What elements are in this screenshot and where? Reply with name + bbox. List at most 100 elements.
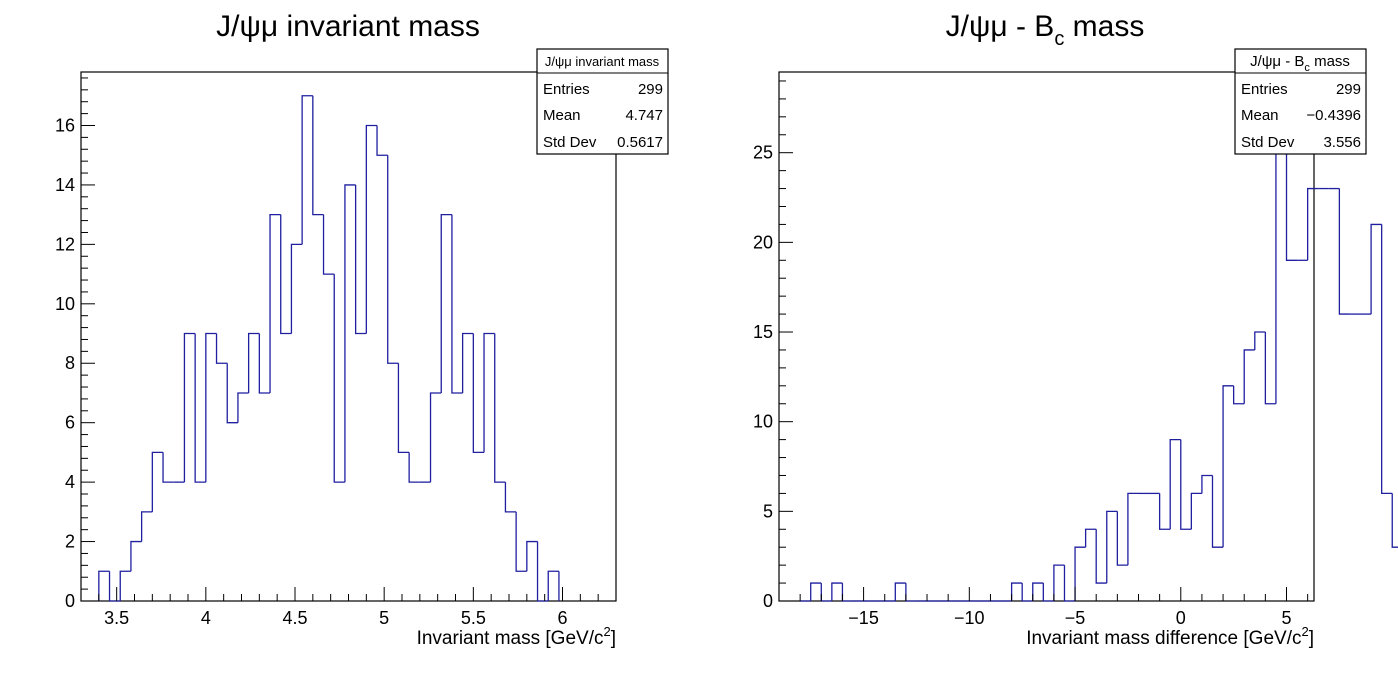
histogram-bin — [1391, 493, 1398, 548]
stats-stddev-label: Std Dev — [1241, 134, 1295, 151]
histogram-bin — [1095, 529, 1107, 584]
y-tick-label: 20 — [753, 232, 773, 252]
histogram-bin — [333, 274, 345, 483]
histogram-bin — [280, 214, 292, 335]
x-tick-label: 5 — [379, 608, 389, 628]
histogram-bin — [1053, 564, 1065, 601]
histogram-bin — [1106, 510, 1118, 584]
stats-stddev-value: 3.556 — [1323, 134, 1361, 151]
histogram-bin — [376, 125, 388, 156]
mass-difference-panel: J/ψμ - Bc mass −15 −10 −5 0 5 0 5 10 15 20 25 Inva… — [753, 10, 1398, 649]
chart-title: J/ψμ - Bc mass — [946, 10, 1145, 50]
x-tick-label: 0 — [1176, 608, 1186, 628]
histogram-bin — [290, 243, 303, 334]
histogram-bin — [151, 451, 164, 512]
histogram-bin — [130, 540, 142, 572]
histogram-bin — [354, 184, 367, 335]
y-tick-label: 25 — [753, 143, 773, 163]
invariant-mass-panel: J/ψμ invariant mass 3.5 4 4.5 5 5.5 6 0 2 4 6 8 10 1… — [55, 10, 669, 649]
stats-entries-label: Entries — [1241, 81, 1288, 98]
histogram-bin — [820, 583, 832, 602]
histogram-bin — [194, 333, 206, 483]
histogram-bin — [429, 392, 442, 483]
histogram-bin — [205, 332, 217, 483]
histogram-bin — [269, 214, 281, 393]
stats-box-frame — [536, 48, 669, 155]
histogram-bin — [483, 332, 495, 453]
histogram-bins — [800, 98, 1398, 602]
histogram-bin — [1180, 439, 1192, 530]
axis-ticks: 3.5 4 4.5 5 5.5 6 0 2 4 6 8 10 12 14 16 — [55, 77, 617, 628]
y-tick-label: 10 — [55, 294, 75, 314]
x-axis-label: Invariant mass difference [GeV/c2] — [1026, 624, 1314, 649]
histogram-bin — [536, 541, 549, 602]
stats-mean-value: −0.4396 — [1306, 107, 1361, 124]
histogram-bin — [1021, 583, 1033, 602]
y-tick-label: 2 — [65, 532, 75, 552]
y-tick-label: 0 — [763, 591, 773, 611]
histogram-bin — [1243, 349, 1255, 404]
stats-mean-label: Mean — [1241, 107, 1279, 124]
y-tick-label: 0 — [65, 591, 75, 611]
histogram-bin — [905, 583, 917, 602]
stats-box: J/ψμ invariant mass Entries 299 Mean 4.7… — [536, 48, 669, 155]
plot-frame — [80, 71, 617, 602]
histogram-bin — [98, 570, 110, 601]
histogram-bin — [461, 332, 474, 393]
histogram-bin — [1254, 331, 1266, 350]
histogram-bin — [841, 583, 854, 602]
histogram-bin — [494, 333, 506, 483]
histogram-bin — [1042, 583, 1054, 602]
histogram-bin — [1307, 187, 1319, 261]
y-tick-label: 5 — [763, 501, 773, 521]
histogram-bin — [119, 570, 131, 601]
histogram-bin — [1370, 223, 1382, 315]
y-tick-label: 8 — [65, 353, 75, 373]
histogram-bin — [1158, 493, 1171, 530]
histogram-bin — [504, 482, 517, 513]
histogram-bin — [247, 332, 260, 393]
stats-entries-value: 299 — [638, 81, 663, 98]
axis-ticks: −15 −10 −5 0 5 0 5 10 15 20 25 — [753, 80, 1309, 628]
histogram-bin — [183, 332, 196, 483]
x-tick-label: 6 — [557, 608, 567, 628]
histogram-bin — [1222, 385, 1234, 548]
y-tick-label: 4 — [65, 472, 75, 492]
histogram-bin — [1063, 565, 1076, 602]
histogram-bin — [365, 124, 378, 334]
stats-title: J/ψμ invariant mass — [545, 54, 660, 69]
histogram-bin — [1032, 582, 1044, 601]
y-tick-label: 10 — [753, 412, 773, 432]
histogram-bin — [1381, 224, 1393, 495]
histogram-bin — [1211, 475, 1224, 548]
histogram-bin — [1169, 438, 1181, 530]
x-axis-label: Invariant mass [GeV/c2] — [417, 624, 616, 649]
x-tick-label: 5.5 — [461, 608, 486, 628]
histogram-bin — [108, 571, 121, 602]
stats-stddev-label: Std Dev — [543, 134, 597, 151]
histogram-bin — [301, 95, 313, 245]
histogram-bin — [397, 363, 410, 454]
y-tick-label: 6 — [65, 413, 75, 433]
histogram-bins — [98, 95, 560, 602]
stats-title: J/ψμ - Bc mass — [1250, 53, 1350, 74]
histogram-bin — [140, 511, 153, 542]
chart-title: J/ψμ invariant mass — [216, 10, 480, 43]
plot-frame — [778, 71, 1315, 602]
x-tick-label: −5 — [1065, 608, 1086, 628]
y-tick-label: 12 — [55, 234, 75, 254]
x-tick-label: 4.5 — [282, 608, 307, 628]
stats-entries-label: Entries — [543, 81, 590, 98]
histogram-bin — [1338, 188, 1350, 315]
histogram-bin — [162, 452, 174, 483]
x-tick-label: 5 — [1282, 608, 1292, 628]
x-tick-label: 4 — [201, 608, 211, 628]
histogram-bin — [312, 95, 324, 216]
stats-stddev-value: 0.5617 — [617, 134, 663, 151]
histogram-bin — [1232, 385, 1245, 405]
histogram-bin — [1084, 528, 1097, 548]
histogram-bin — [894, 582, 906, 601]
x-tick-label: 3.5 — [104, 608, 129, 628]
x-tick-label: −15 — [848, 608, 879, 628]
